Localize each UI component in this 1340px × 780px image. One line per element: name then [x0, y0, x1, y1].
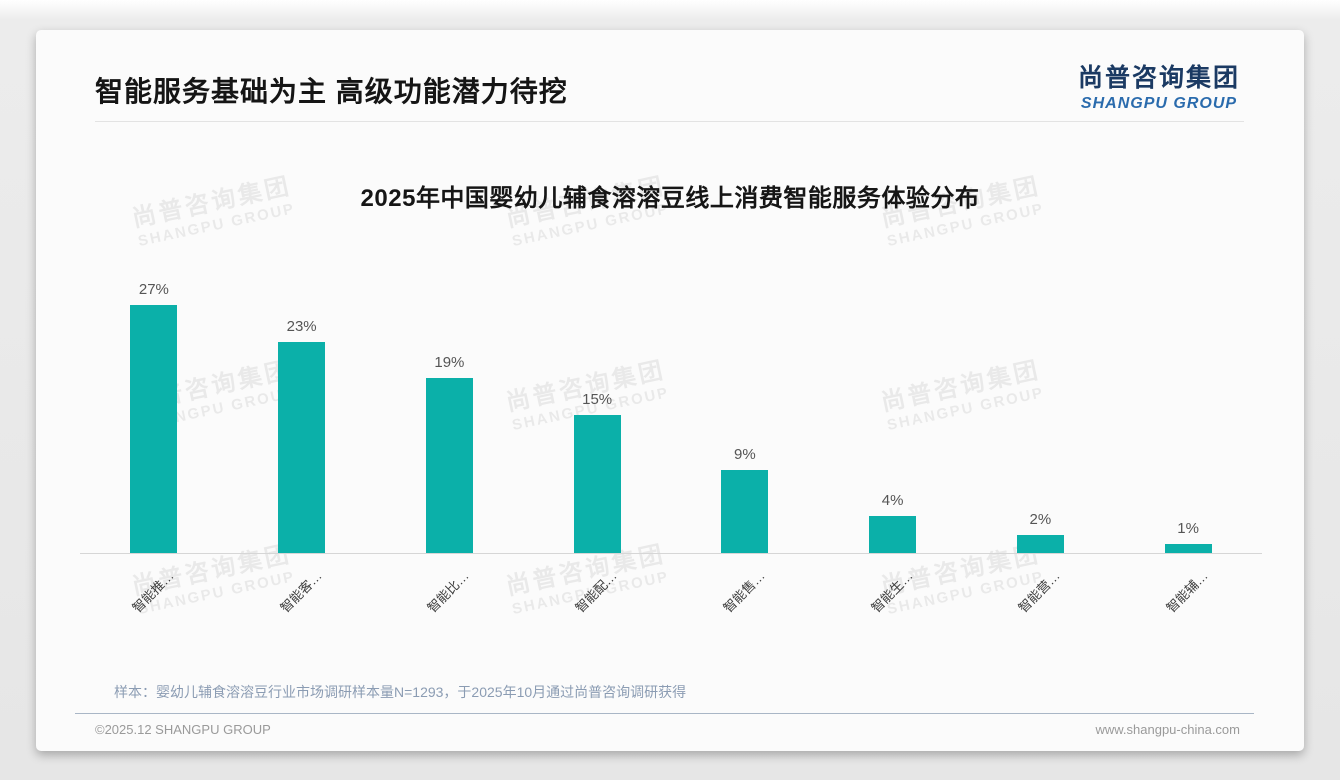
plot-area: 27% 23% 19% 15% 9% 4% 2% 1% — [80, 275, 1262, 554]
website-text: www.shangpu-china.com — [1095, 722, 1240, 737]
company-logo: 尚普咨询集团 SHANGPU GROUP — [1078, 58, 1240, 113]
x-label-cell: 智能售… — [671, 554, 819, 649]
bar — [1164, 544, 1212, 553]
x-axis-label: 智能售… — [720, 568, 768, 616]
x-label-cell: 智能推… — [80, 554, 228, 649]
x-axis-label: 智能配… — [572, 568, 620, 616]
bar-column: 19% — [376, 354, 524, 553]
logo-text-en: SHANGPU GROUP — [1080, 95, 1238, 112]
bar — [721, 470, 769, 553]
logo-text-cn: 尚普咨询集团 — [1077, 64, 1240, 92]
value-label: 15% — [582, 391, 613, 408]
value-label: 2% — [1029, 511, 1052, 528]
x-axis-label: 智能生… — [867, 568, 916, 616]
bar-column: 9% — [671, 446, 819, 553]
x-label-cell: 智能辅… — [1114, 554, 1262, 649]
x-label-cell: 智能生… — [819, 554, 967, 649]
slide-card: 智能服务基础为主 高级功能潜力待挖 尚普咨询集团 SHANGPU GROUP 尚… — [36, 30, 1304, 751]
bar — [425, 378, 473, 553]
x-label-cell: 智能营… — [967, 554, 1115, 649]
bar — [573, 415, 621, 553]
x-label-cell: 智能客… — [228, 554, 376, 649]
value-label: 27% — [138, 281, 169, 298]
bar — [130, 305, 178, 553]
footer-divider — [75, 713, 1254, 714]
sample-note: 样本：婴幼儿辅食溶溶豆行业市场调研样本量N=1293，于2025年10月通过尚普… — [114, 684, 687, 700]
bar — [1016, 535, 1064, 553]
value-label: 9% — [734, 446, 756, 463]
x-label-cell: 智能配… — [523, 554, 671, 649]
x-axis-label: 智能辅… — [1163, 568, 1211, 616]
value-label: 1% — [1177, 520, 1199, 537]
bar-column: 1% — [1114, 520, 1262, 553]
header-divider — [95, 121, 1244, 122]
chart-title: 2025年中国婴幼儿辅食溶溶豆线上消费智能服务体验分布 — [360, 185, 980, 212]
page-title: 智能服务基础为主 高级功能潜力待挖 — [95, 76, 568, 107]
x-axis-label: 智能比… — [424, 568, 473, 616]
bar-column: 27% — [80, 281, 228, 553]
x-axis-label: 智能客… — [276, 568, 325, 616]
x-axis-label: 智能推… — [129, 568, 177, 616]
value-label: 19% — [434, 354, 465, 371]
bar-column: 15% — [523, 391, 671, 553]
bar-column: 4% — [819, 492, 967, 553]
value-label: 4% — [881, 492, 904, 509]
copyright-text: ©2025.12 SHANGPU GROUP — [95, 722, 271, 737]
bar-column: 23% — [228, 318, 376, 553]
x-label-cell: 智能比… — [376, 554, 524, 649]
x-axis-label: 智能营… — [1015, 568, 1064, 616]
bar — [869, 516, 917, 553]
bar-column: 2% — [967, 511, 1115, 553]
x-axis-labels: 智能推… 智能客… 智能比… 智能配… 智能售… 智能生… 智能营… 智能辅… — [80, 554, 1262, 649]
value-label: 23% — [286, 318, 317, 335]
bar — [278, 342, 326, 553]
